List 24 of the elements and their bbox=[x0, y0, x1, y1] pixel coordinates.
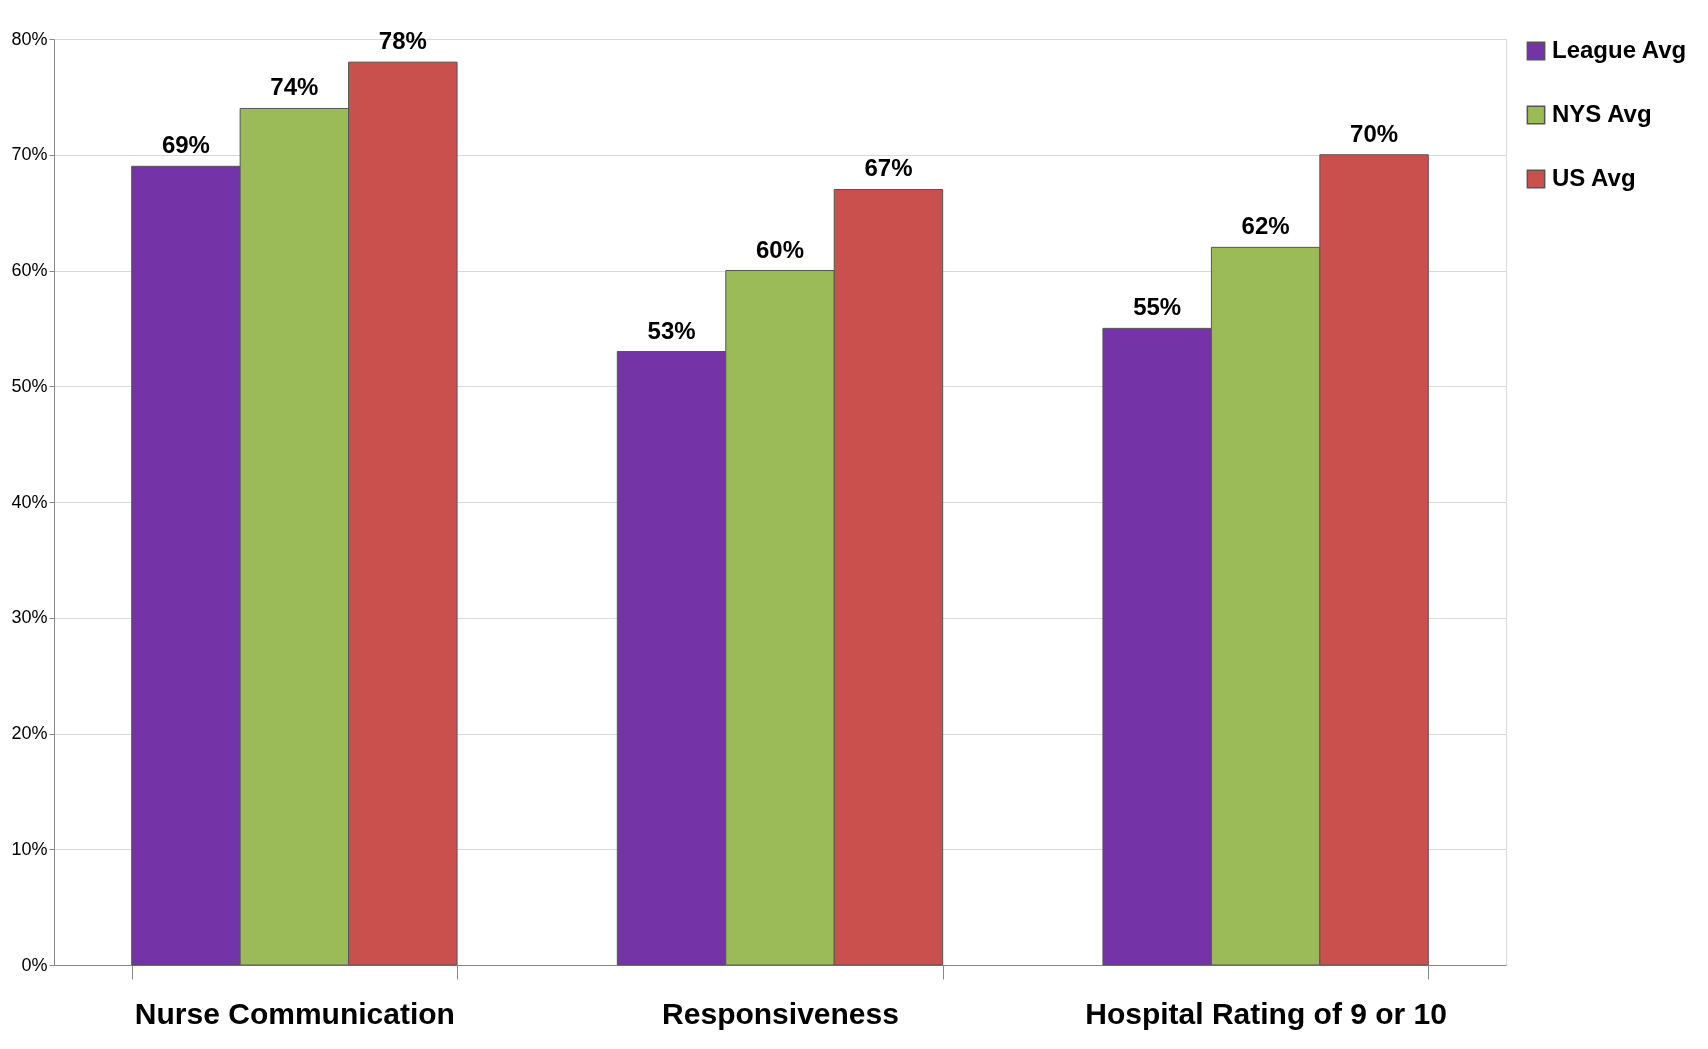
data-label: 74% bbox=[270, 73, 319, 101]
data-label: 78% bbox=[378, 27, 427, 55]
data-label: 55% bbox=[1133, 293, 1182, 321]
y-tick-label: 30% bbox=[11, 607, 48, 628]
y-tick-label: 40% bbox=[11, 491, 48, 512]
data-label: 60% bbox=[755, 235, 805, 263]
y-tick-label: 10% bbox=[11, 838, 48, 859]
x-tick-label: Hospital Rating of 9 or 10 bbox=[1085, 996, 1447, 1030]
legend-label: US Avg bbox=[1552, 164, 1636, 191]
legend-label: NYS Avg bbox=[1552, 100, 1652, 127]
data-label: 70% bbox=[1350, 119, 1399, 147]
y-tick-label: 50% bbox=[11, 375, 48, 396]
data-label: 62% bbox=[1241, 212, 1290, 240]
y-tick-label: 70% bbox=[11, 144, 48, 165]
y-tick-label: 20% bbox=[11, 723, 48, 743]
y-tick-label: 60% bbox=[11, 260, 48, 280]
x-tick-label: Responsiveness bbox=[662, 996, 899, 1030]
x-tick-label: Nurse Communication bbox=[134, 996, 455, 1030]
data-label: 53% bbox=[647, 316, 696, 344]
y-tick-label: 0% bbox=[21, 954, 48, 975]
y-tick-label: 80% bbox=[11, 28, 48, 49]
data-label: 69% bbox=[161, 131, 210, 159]
legend-label: League Avg bbox=[1552, 36, 1687, 63]
data-label: 67% bbox=[864, 154, 913, 182]
